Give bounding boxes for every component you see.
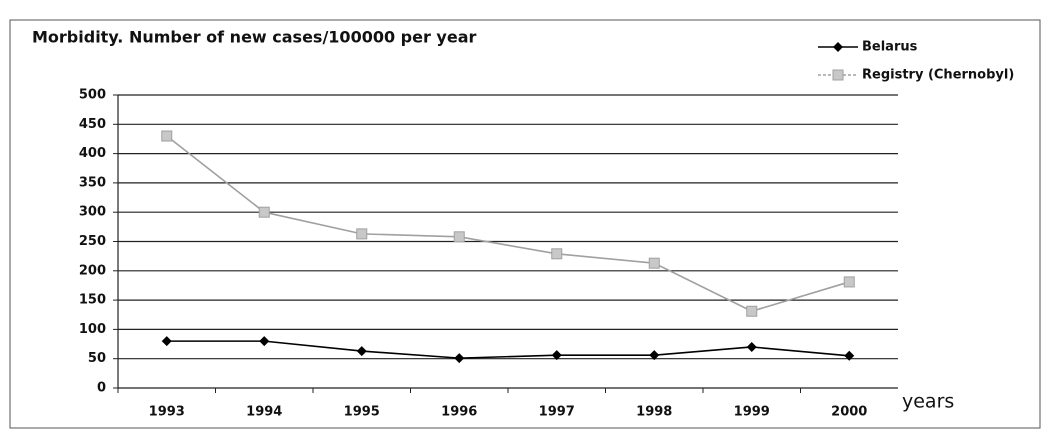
series-line: [166, 340, 850, 359]
y-tick-label: 250: [79, 234, 106, 249]
data-point: [746, 341, 757, 352]
data-point: [258, 206, 270, 218]
data-point: [161, 336, 172, 347]
x-tick-label: 2000: [831, 405, 867, 420]
legend-marker: [833, 42, 843, 52]
x-tick-label: 1993: [149, 405, 185, 420]
data-point: [746, 305, 758, 317]
y-tick-label: 400: [79, 146, 106, 161]
y-tick-label: 0: [97, 381, 106, 396]
data-point: [161, 130, 173, 142]
legend-label: Registry (Chernobyl): [862, 68, 1014, 83]
y-tick-label: 300: [79, 205, 106, 220]
series-line: [166, 135, 850, 313]
data-point: [454, 353, 465, 364]
legend-label: Belarus: [862, 40, 918, 55]
data-point: [356, 228, 368, 240]
data-point: [649, 350, 660, 361]
y-tick-label: 500: [79, 88, 106, 103]
data-point: [551, 350, 562, 361]
y-tick-label: 50: [88, 351, 106, 366]
data-point: [648, 257, 660, 269]
data-point: [453, 231, 465, 243]
x-tick-label: 1998: [636, 405, 672, 420]
data-point: [844, 350, 855, 361]
x-tick-label: 1996: [441, 405, 477, 420]
legend-marker: [832, 69, 844, 81]
x-tick-label: 1995: [344, 405, 380, 420]
y-tick-label: 350: [79, 175, 106, 190]
y-tick-label: 150: [79, 293, 106, 308]
x-tick-label: 1994: [246, 405, 282, 420]
y-tick-label: 200: [79, 263, 106, 278]
data-point: [356, 346, 367, 357]
data-point: [551, 248, 563, 260]
x-axis-label: years: [902, 391, 954, 413]
data-point: [259, 336, 270, 347]
chart-title: Morbidity. Number of new cases/100000 pe…: [32, 28, 477, 47]
x-tick-label: 1999: [734, 405, 770, 420]
y-tick-label: 100: [79, 322, 106, 337]
y-tick-label: 450: [79, 117, 106, 132]
data-point: [843, 276, 855, 288]
chart-frame: [9, 19, 1041, 429]
x-tick-label: 1997: [539, 405, 575, 420]
